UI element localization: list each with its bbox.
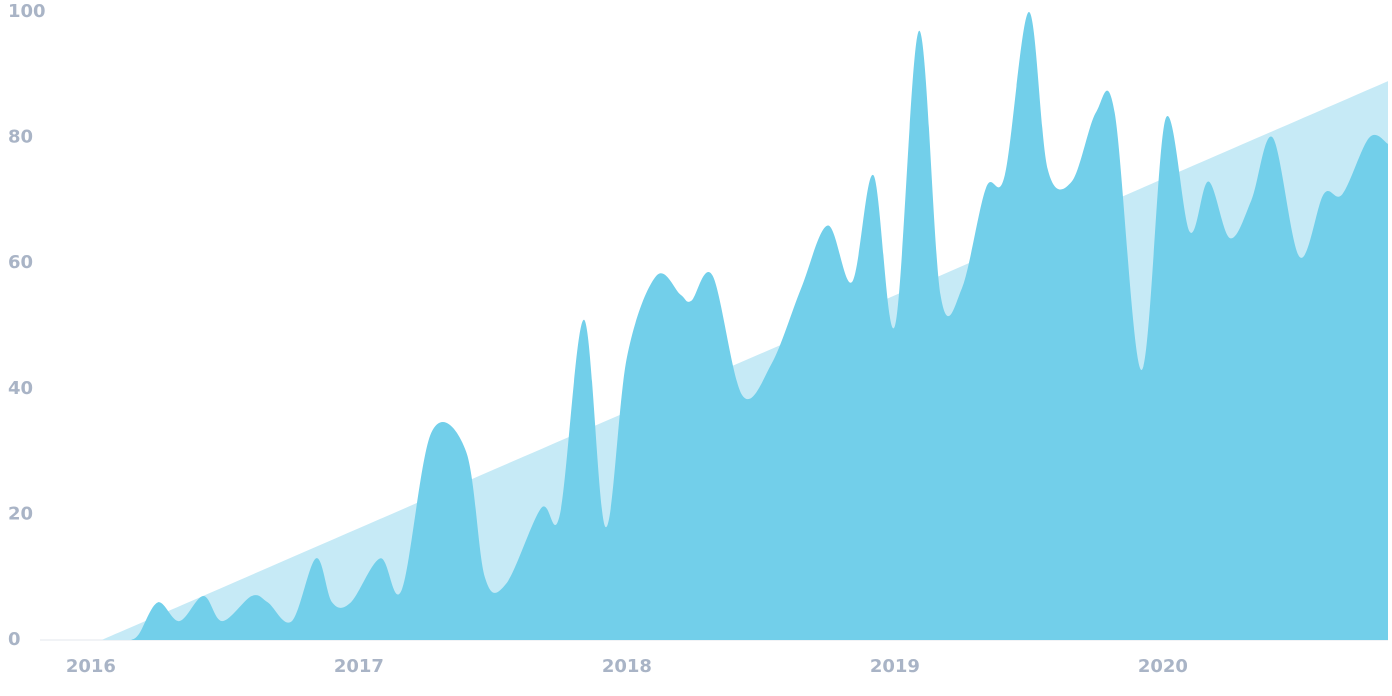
y-tick-label: 20 xyxy=(8,503,33,524)
y-tick-label: 100 xyxy=(8,1,46,22)
y-tick-label: 60 xyxy=(8,252,33,273)
x-tick-label: 2016 xyxy=(66,656,116,677)
y-tick-label: 0 xyxy=(8,629,21,650)
area xyxy=(131,11,1388,640)
x-tick-label: 2017 xyxy=(334,656,384,677)
x-tick-label: 2018 xyxy=(602,656,652,677)
y-tick-label: 80 xyxy=(8,127,33,148)
y-tick-label: 40 xyxy=(8,378,33,399)
x-tick-label: 2020 xyxy=(1138,656,1188,677)
x-tick-label: 2019 xyxy=(870,656,920,677)
